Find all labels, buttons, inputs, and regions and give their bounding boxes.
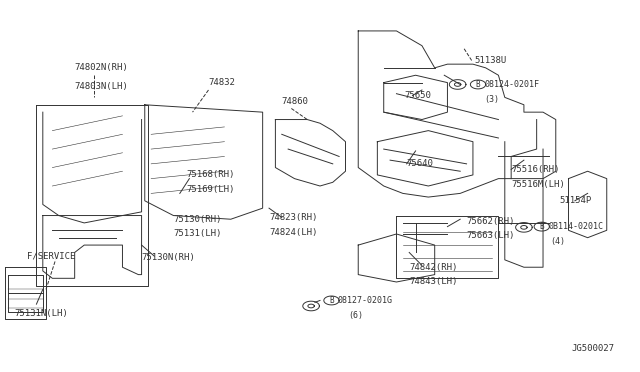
Text: 75131(LH): 75131(LH): [173, 230, 222, 238]
Text: (3): (3): [484, 95, 499, 104]
Text: 74824(LH): 74824(LH): [269, 228, 317, 237]
Text: 75650: 75650: [404, 91, 431, 100]
Text: (6): (6): [349, 311, 364, 320]
Text: B: B: [329, 296, 334, 305]
Text: B: B: [476, 80, 481, 89]
Text: 75516(RH): 75516(RH): [511, 165, 559, 174]
Text: 75662(RH): 75662(RH): [467, 217, 515, 225]
Text: 75168(RH): 75168(RH): [186, 170, 234, 179]
Text: (4): (4): [550, 237, 566, 246]
Text: 75640: 75640: [406, 159, 433, 169]
Text: 74823(RH): 74823(RH): [269, 213, 317, 222]
Text: 75131N(LH): 75131N(LH): [14, 309, 68, 318]
Text: 74832: 74832: [209, 78, 236, 87]
Text: 75663(LH): 75663(LH): [467, 231, 515, 240]
Text: 08124-0201F: 08124-0201F: [484, 80, 540, 89]
Text: 74843(LH): 74843(LH): [409, 278, 458, 286]
Text: 75130N(RH): 75130N(RH): [141, 253, 195, 263]
Text: 75130(RH): 75130(RH): [173, 215, 222, 224]
Text: 0B114-0201C: 0B114-0201C: [548, 222, 603, 231]
Text: 74802N(RH): 74802N(RH): [75, 63, 129, 72]
Text: 75516M(LH): 75516M(LH): [511, 180, 565, 189]
Text: B: B: [540, 222, 544, 231]
Text: JG500027: JG500027: [572, 344, 614, 353]
Text: 74842(RH): 74842(RH): [409, 263, 458, 272]
Text: 75169(LH): 75169(LH): [186, 185, 234, 194]
Text: F/SERVICE: F/SERVICE: [27, 251, 76, 261]
Text: 08127-0201G: 08127-0201G: [338, 296, 393, 305]
Text: 74860: 74860: [282, 97, 308, 106]
Text: 51154P: 51154P: [559, 196, 591, 205]
Text: 51138U: 51138U: [474, 56, 506, 65]
Text: 74803N(LH): 74803N(LH): [75, 82, 129, 91]
